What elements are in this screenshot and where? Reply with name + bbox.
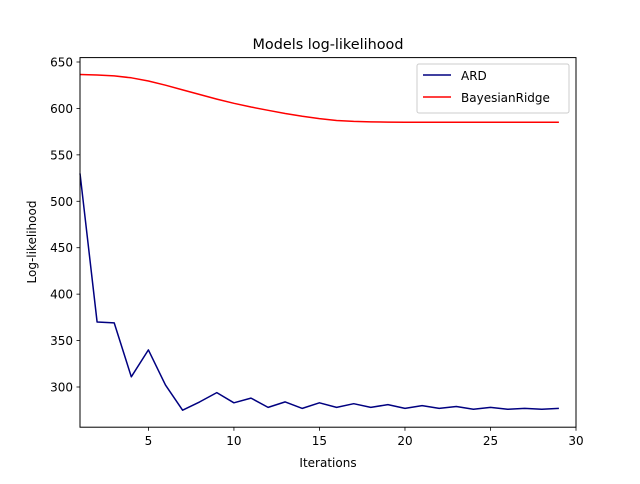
y-tick-label: 600 [50,102,73,116]
chart-title: Models log-likelihood [253,37,404,53]
series-line-bayesianridge [79,73,559,123]
series-line-ard [79,173,559,411]
legend: ARD BayesianRidge [416,63,570,114]
legend-box [416,63,570,114]
y-tick-label: 550 [50,148,73,162]
x-tick-label: 5 [145,434,153,448]
y-axis-label: Log-likelihood [25,201,39,284]
axes-frame [79,57,577,428]
y-tick-label: 650 [50,56,73,70]
x-axis-ticks: 5 10 15 20 25 30 [145,427,584,448]
x-tick-label: 20 [397,434,412,448]
plot-lines [79,73,559,411]
y-axis-ticks: 300 350 400 450 500 550 600 650 [50,56,80,395]
x-axis-label: Iterations [299,456,356,470]
x-tick-label: 15 [312,434,327,448]
x-tick-label: 10 [226,434,241,448]
y-tick-label: 300 [50,381,73,395]
x-tick-label: 30 [568,434,583,448]
y-tick-label: 350 [50,334,73,348]
y-tick-label: 500 [50,195,73,209]
x-tick-label: 25 [483,434,498,448]
legend-label-bayesianridge: BayesianRidge [461,91,550,105]
y-tick-label: 400 [50,288,73,302]
y-tick-label: 450 [50,241,73,255]
legend-label-ard: ARD [461,69,487,83]
